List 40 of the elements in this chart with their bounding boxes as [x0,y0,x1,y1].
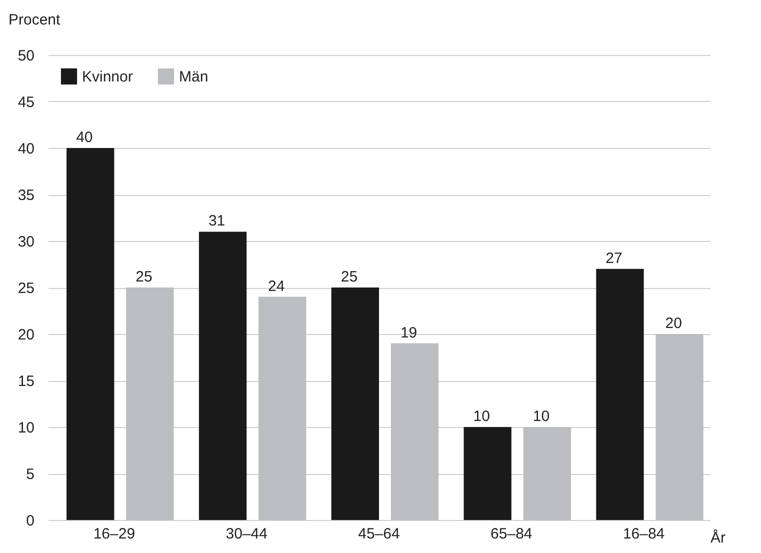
y-tick-label: 20 [18,326,34,344]
bar [523,427,571,520]
y-tick-label: 40 [18,140,34,158]
x-tick-label: 30–44 [226,526,268,542]
bar [126,288,174,520]
y-tick-label: 35 [18,187,34,204]
data-label: 40 [76,129,93,146]
x-tick-label: 65–84 [490,526,532,542]
y-tick-label: 45 [18,94,34,111]
y-tick-label: 50 [18,48,34,64]
x-axis-title: År [710,528,726,546]
data-label: 10 [473,408,490,425]
bar [66,148,114,520]
data-label: 20 [665,315,682,332]
bar [656,334,704,520]
x-tick-label: 16–29 [93,526,136,542]
y-tick-label: 10 [18,420,34,436]
bar [258,296,306,520]
data-label: 25 [136,268,152,286]
y-axis-title: Procent [8,12,62,28]
data-label: 27 [606,250,622,267]
legend-label: Kvinnor [82,68,133,86]
y-tick-label: 30 [18,234,34,250]
y-tick-label: 5 [26,466,34,483]
data-label: 31 [208,212,226,230]
y-tick-label: 15 [18,373,34,390]
x-tick-label: 45–64 [358,526,400,542]
data-label: 25 [340,268,358,286]
bar [390,343,439,520]
y-tick-label: 0 [26,512,34,530]
bar [464,427,512,520]
bar [596,268,644,520]
data-label: 10 [532,408,550,425]
x-tick-label: 16–84 [622,526,665,542]
data-label: 19 [400,324,418,342]
data-label: 24 [268,278,285,295]
bar [331,288,379,520]
y-tick-label: 25 [18,280,34,297]
bar [198,232,247,520]
legend-label: Män [179,68,208,86]
